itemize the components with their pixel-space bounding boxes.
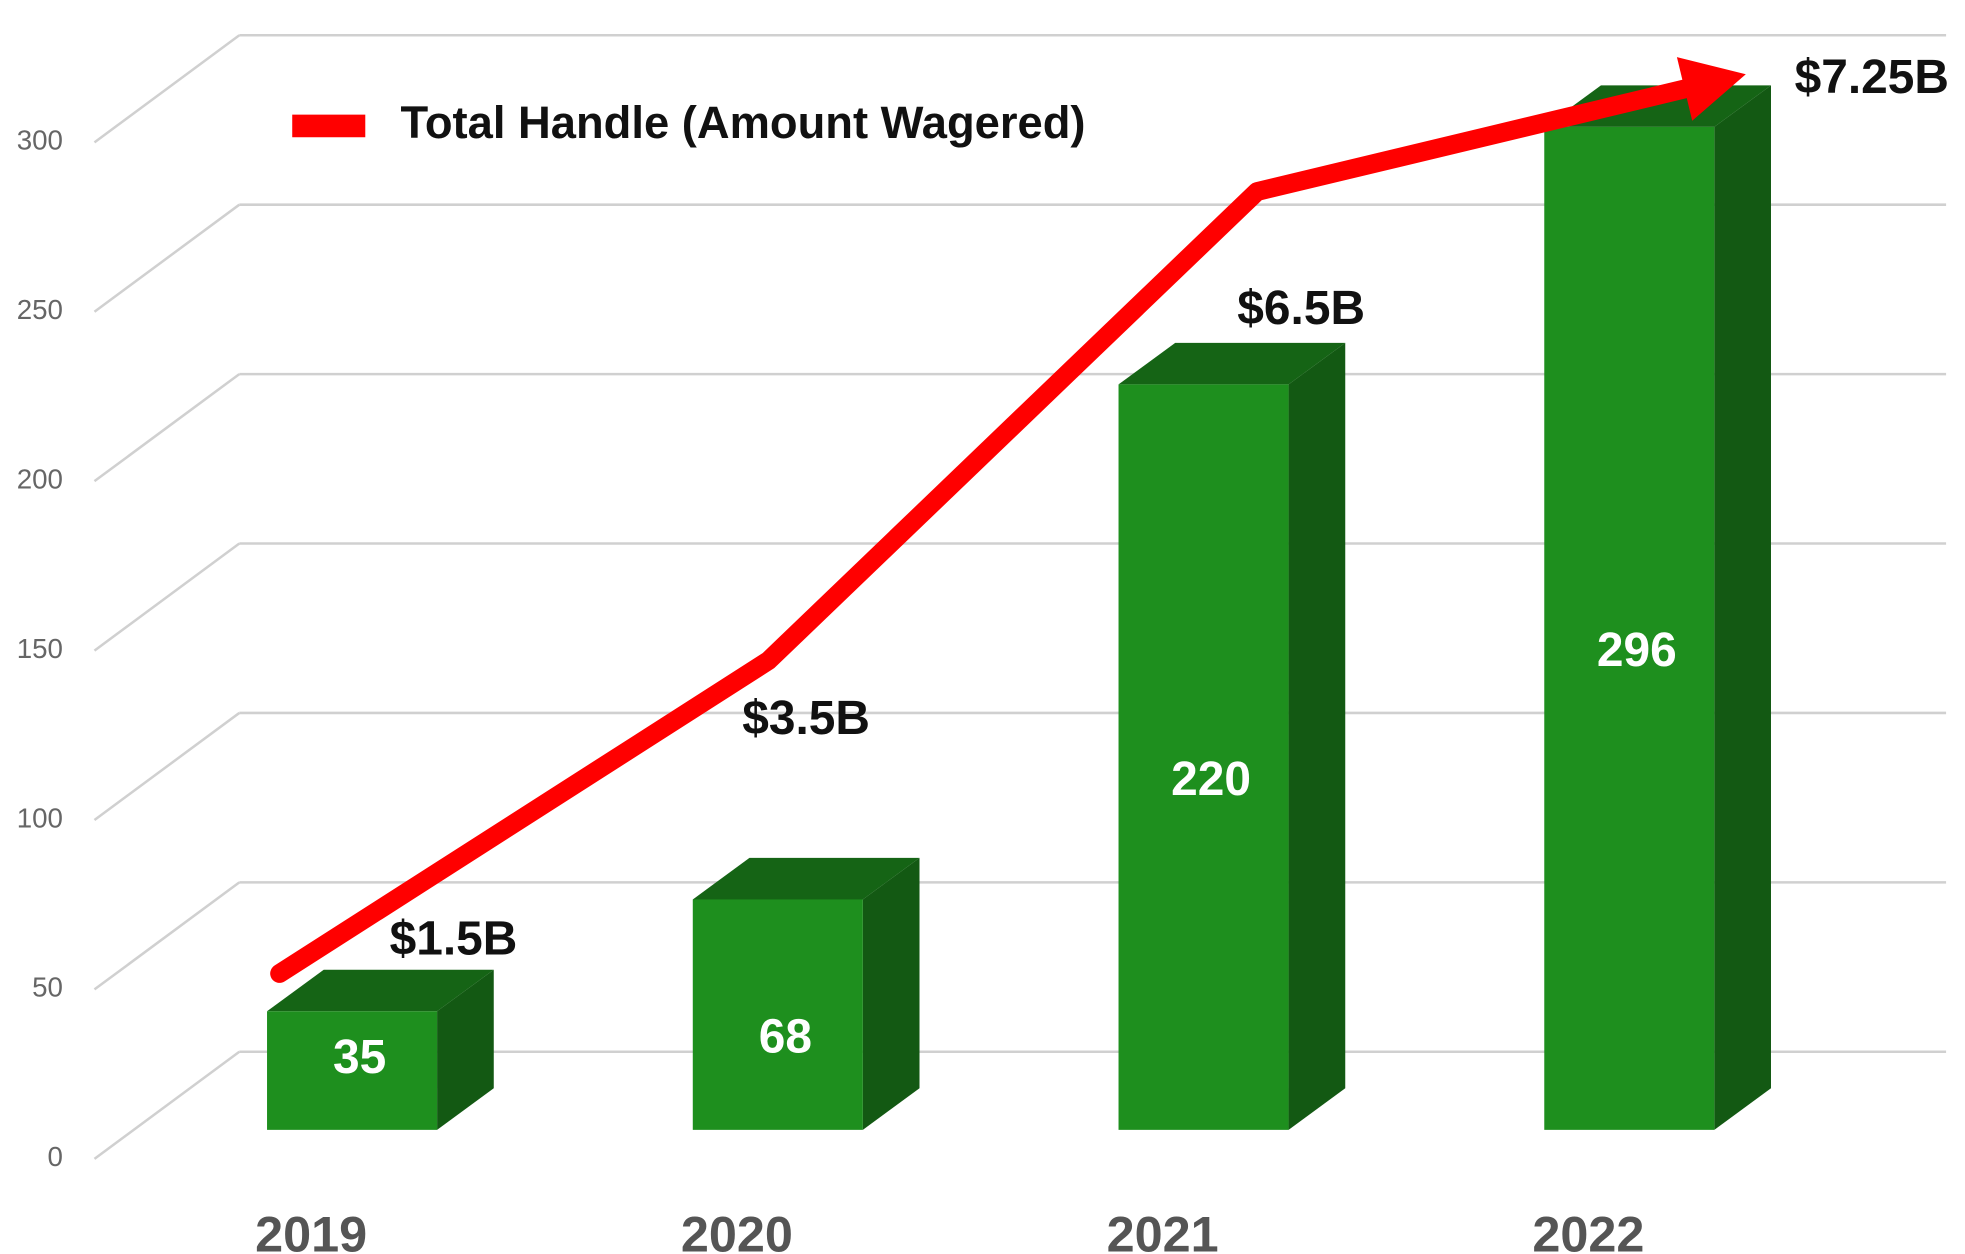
x-tick-label: 2022 — [1532, 1205, 1644, 1254]
y-tick-label: 0 — [48, 1141, 63, 1172]
grid-line — [93, 1050, 241, 1160]
bar-top — [692, 857, 920, 900]
y-tick-label: 300 — [17, 125, 63, 156]
bar-value-label: 220 — [1171, 753, 1251, 806]
plot: Total Handle (Amount Wagered) 0 50 100 150 2… — [17, 34, 1949, 1254]
y-tick-label: 100 — [17, 802, 63, 833]
bar-side — [862, 857, 920, 1130]
y-tick-label: 250 — [17, 294, 63, 325]
bar-side — [1288, 342, 1346, 1130]
bar — [1544, 126, 1715, 1130]
bar-side — [437, 969, 494, 1130]
grid-line — [93, 711, 241, 822]
legend-label: Total Handle (Amount Wagered) — [401, 97, 1086, 148]
line-value-label: $7.25B — [1795, 51, 1949, 104]
arrow-head — [1676, 57, 1746, 121]
line-value-label: $3.5B — [742, 692, 870, 745]
x-tick-label: 2021 — [1107, 1205, 1219, 1254]
x-tick-label: 2020 — [681, 1205, 793, 1254]
bar — [267, 1011, 438, 1130]
x-tick-label: 2019 — [255, 1205, 367, 1254]
grid-line — [93, 373, 241, 483]
bar-top — [1118, 342, 1346, 385]
bar — [692, 899, 863, 1130]
bar-side — [1714, 85, 1771, 1130]
bar-value-label: 35 — [333, 1031, 386, 1084]
bar-value-label: 296 — [1597, 624, 1677, 677]
y-tick-label: 200 — [17, 463, 63, 494]
line-value-label: $6.5B — [1237, 282, 1365, 335]
line-value-label: $1.5B — [390, 913, 518, 966]
bar — [1118, 384, 1289, 1130]
y-tick-label: 50 — [32, 972, 63, 1003]
grid-line — [93, 203, 241, 313]
grid-line — [93, 881, 241, 991]
bar-value-label: 68 — [759, 1010, 812, 1063]
grid-line — [93, 34, 241, 144]
grid-line — [93, 542, 241, 652]
line — [270, 79, 1695, 983]
bar-top — [267, 969, 494, 1012]
y-tick-label: 150 — [17, 633, 63, 664]
